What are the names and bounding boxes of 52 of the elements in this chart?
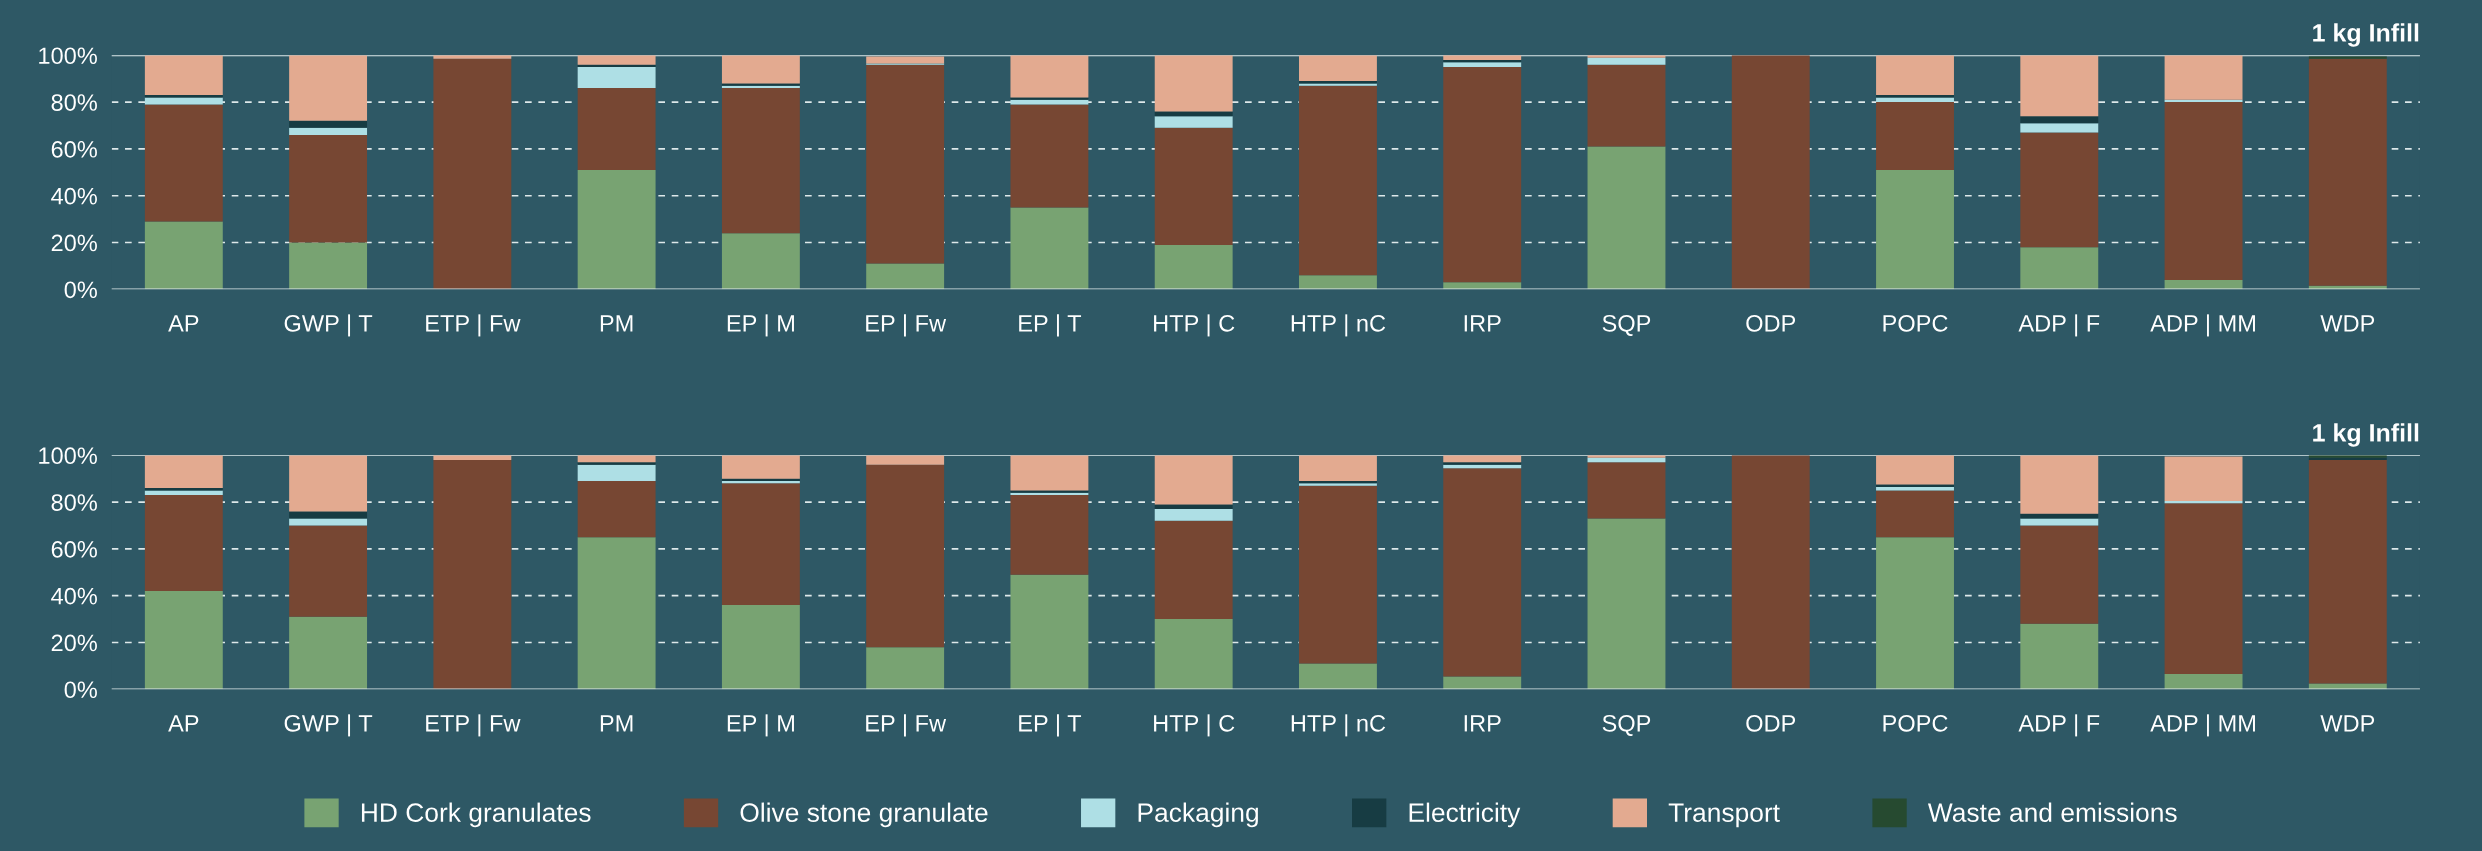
y-tick-label: 80% xyxy=(51,494,97,511)
y-tick-label: 100% xyxy=(39,47,97,65)
x-tick-label: ETP | Fw xyxy=(426,714,521,737)
x-tick-label: EP | M xyxy=(727,714,794,737)
legend-label: Transport xyxy=(1668,803,1780,828)
x-tick-label: HTP | C xyxy=(1154,314,1235,337)
x-tick-label: PM xyxy=(600,715,633,732)
x-tick-label: AP xyxy=(168,715,199,732)
x-tick-label: HTP | C xyxy=(1154,714,1235,737)
y-tick-label: 80% xyxy=(51,94,97,111)
y-tick-label: 100% xyxy=(39,447,97,465)
x-tick-label: ADP | F xyxy=(2018,714,2100,737)
x-tick-label: ADP | MM xyxy=(2150,714,2255,737)
x-tick-label: ODP xyxy=(1746,714,1796,732)
legend-label: Electricity xyxy=(1409,802,1521,828)
x-tick-label: GWP | T xyxy=(284,714,373,737)
x-tick-label: EP | Fw xyxy=(866,314,947,337)
x-tick-label: PM xyxy=(600,315,633,332)
x-tick-label: ODP xyxy=(1746,314,1796,332)
y-tick-label: 60% xyxy=(51,540,97,558)
chart-title: 1 kg Infill xyxy=(2313,23,2419,47)
x-tick-label: AP xyxy=(168,315,199,332)
chart-title: 1 kg Infill xyxy=(2313,423,2419,447)
x-tick-label: IRP xyxy=(1464,315,1501,332)
x-tick-label: SQP xyxy=(1602,314,1651,336)
x-tick-label: ADP | MM xyxy=(2150,314,2255,337)
y-tick-label: 20% xyxy=(51,234,97,252)
legend-label: HD Cork granulates xyxy=(361,802,591,828)
x-tick-label: EP | T xyxy=(1019,714,1082,737)
y-tick-label: 0% xyxy=(64,281,97,299)
x-tick-label: EP | Fw xyxy=(866,714,947,737)
x-tick-label: POPC xyxy=(1883,714,1948,732)
x-tick-label: GWP | T xyxy=(284,314,373,337)
x-tick-label: EP | M xyxy=(727,314,794,337)
x-tick-label: IRP xyxy=(1464,715,1501,732)
x-tick-label: ADP | F xyxy=(2018,314,2100,337)
legend-label: Waste and emissions xyxy=(1927,802,2177,822)
x-tick-label: HTP | nC xyxy=(1291,314,1386,337)
x-tick-label: WDP xyxy=(2320,715,2375,732)
legend-label: Packaging xyxy=(1138,802,1258,828)
x-tick-label: SQP xyxy=(1602,714,1651,736)
y-tick-label: 0% xyxy=(64,681,97,699)
x-tick-label: POPC xyxy=(1883,314,1948,332)
x-tick-label: ETP | Fw xyxy=(426,314,521,337)
x-tick-label: EP | T xyxy=(1019,314,1082,337)
x-tick-label: HTP | nC xyxy=(1291,714,1386,737)
legend-label: Olive stone granulate xyxy=(740,802,988,828)
y-tick-label: 40% xyxy=(51,187,97,205)
y-tick-label: 60% xyxy=(51,140,97,158)
x-tick-label: WDP xyxy=(2320,315,2375,332)
y-tick-label: 40% xyxy=(51,587,97,605)
y-tick-label: 20% xyxy=(51,634,97,652)
